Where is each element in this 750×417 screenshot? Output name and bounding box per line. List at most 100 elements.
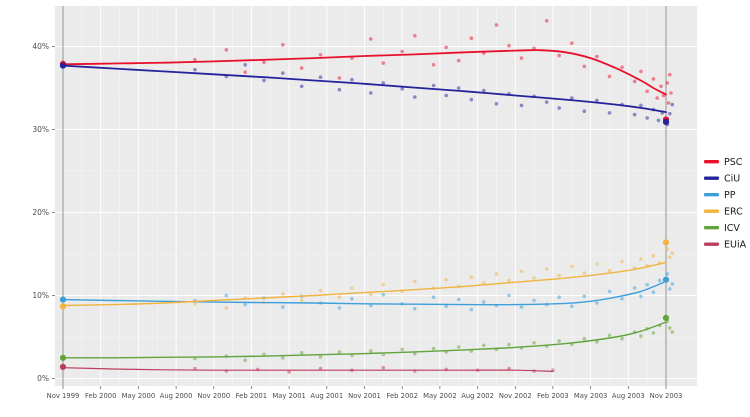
poll-point-PP xyxy=(657,278,662,283)
poll-point-PP xyxy=(507,293,511,298)
poll-point-ERC xyxy=(337,295,342,300)
x-tick-label: May 2003 xyxy=(574,392,608,400)
poll-point-CiU xyxy=(582,109,587,113)
poll-point-ERC xyxy=(224,306,229,310)
poll-point-ICV xyxy=(318,355,323,359)
poll-point-PSC xyxy=(507,43,511,48)
y-tick-label: 0% xyxy=(37,374,49,383)
x-tick-label: Aug 2003 xyxy=(612,392,645,400)
poll-point-CiU xyxy=(645,116,649,120)
poll-point-EUiA xyxy=(381,365,386,370)
legend-label-ICV: ICV xyxy=(724,223,740,234)
poll-point-PSC xyxy=(544,19,549,23)
poll-point-ICV xyxy=(582,336,587,341)
poll-point-ERC xyxy=(381,282,386,287)
poll-point-PSC xyxy=(243,70,247,74)
trend-line-CiU xyxy=(62,64,667,113)
poll-point-ICV xyxy=(595,340,599,344)
poll-point-PP xyxy=(582,294,587,299)
poll-point-ERC xyxy=(544,267,549,271)
poll-point-PSC xyxy=(381,61,386,65)
poll-point-ICV xyxy=(299,351,304,355)
poll-point-ERC xyxy=(482,281,486,285)
poll-point-CiU xyxy=(318,75,323,79)
y-tick-label: 30% xyxy=(32,125,49,134)
poll-point-ERC xyxy=(665,247,670,251)
trend-line-PP xyxy=(62,280,667,306)
y-tick-label: 10% xyxy=(32,291,49,300)
poll-point-ERC xyxy=(651,253,656,258)
x-tick-label: Feb 2002 xyxy=(386,392,418,400)
poll-point-PSC xyxy=(645,89,649,94)
poll-point-PP xyxy=(469,307,474,312)
poll-point-PSC xyxy=(582,64,587,69)
poll-point-PSC xyxy=(456,58,461,63)
poll-point-ERC xyxy=(557,273,561,278)
x-tick-label: Nov 1999 xyxy=(47,392,80,400)
poll-point-ERC xyxy=(639,257,643,261)
legend-swatch-ICV xyxy=(704,226,719,230)
poll-point-ERC xyxy=(494,272,499,276)
poll-point-EUiA xyxy=(193,366,197,371)
legend-swatch-PP xyxy=(704,193,719,197)
poll-point-CiU xyxy=(444,93,449,98)
poll-point-ERC xyxy=(570,264,574,269)
poll-point-CiU xyxy=(281,71,285,75)
poll-point-ERC xyxy=(595,262,599,266)
poll-point-PP xyxy=(632,286,637,290)
poll-point-PSC xyxy=(668,72,672,77)
poll-point-ICV xyxy=(532,341,536,345)
poll-point-PSC xyxy=(337,76,342,80)
poll-point-ERC xyxy=(469,275,474,280)
election-result-point-CiU xyxy=(662,118,670,126)
x-tick-label: May 2000 xyxy=(122,392,156,400)
poll-point-PP xyxy=(243,302,247,307)
poll-point-ICV xyxy=(651,331,656,335)
poll-point-PSC xyxy=(632,79,637,84)
x-tick-label: May 2002 xyxy=(423,392,457,400)
poll-point-ICV xyxy=(281,356,285,360)
poll-point-ICV xyxy=(456,345,461,349)
poll-point-PSC xyxy=(318,53,323,57)
poll-point-PSC xyxy=(431,63,436,67)
poll-point-PSC xyxy=(299,66,304,70)
poll-point-PP xyxy=(431,295,436,300)
poll-point-PP xyxy=(645,282,649,287)
poll-point-PSC xyxy=(655,96,659,100)
x-tick-label: Nov 2003 xyxy=(650,392,683,400)
y-tick-label: 20% xyxy=(32,208,49,217)
poll-point-PP xyxy=(620,297,624,301)
poll-point-PP xyxy=(281,305,285,309)
x-tick-label: May 2001 xyxy=(272,392,306,400)
legend-swatch-EUiA xyxy=(704,242,719,246)
trend-line-ICV xyxy=(62,321,667,359)
poll-point-PP xyxy=(482,300,486,304)
trend-line-ERC xyxy=(62,261,667,307)
x-tick-label: Aug 2001 xyxy=(310,392,343,400)
poll-point-CiU xyxy=(670,102,675,107)
poll-point-PSC xyxy=(595,54,599,59)
election-result-point-ICV xyxy=(59,354,67,361)
poll-point-CiU xyxy=(544,100,549,104)
poll-point-CiU xyxy=(243,63,247,67)
poll-point-ICV xyxy=(369,349,373,353)
poll-point-ERC xyxy=(413,279,417,284)
poll-point-PP xyxy=(369,303,373,308)
legend-label-ERC: ERC xyxy=(724,207,743,218)
poll-point-CiU xyxy=(494,102,499,106)
poll-point-PSC xyxy=(281,43,285,47)
plot-panel xyxy=(55,6,697,386)
poll-point-CiU xyxy=(400,87,405,91)
poll-point-PSC xyxy=(413,33,417,38)
poll-point-ERC xyxy=(369,292,373,297)
x-tick-label: Aug 2000 xyxy=(160,392,193,400)
poll-point-PP xyxy=(570,304,574,309)
poll-point-ICV xyxy=(607,333,612,338)
poll-point-PSC xyxy=(669,91,673,95)
poll-point-ICV xyxy=(337,350,342,354)
poll-point-PP xyxy=(668,287,672,291)
poll-point-CiU xyxy=(632,112,637,117)
poll-point-PSC xyxy=(620,65,624,70)
poll-point-EUiA xyxy=(287,370,291,374)
poll-point-PP xyxy=(532,298,536,303)
